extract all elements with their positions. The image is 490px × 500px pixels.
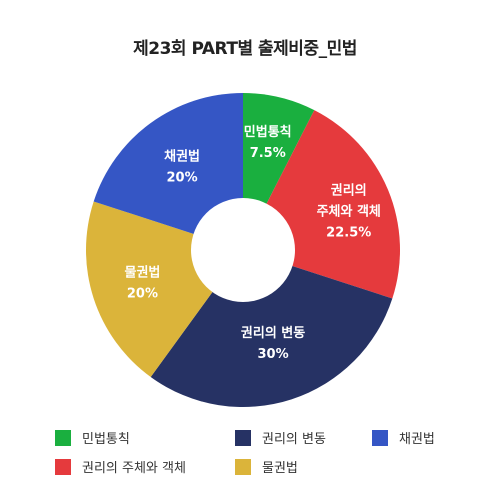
- legend-swatch: [372, 429, 388, 446]
- legend-item-3: 권리의 변동: [235, 428, 326, 447]
- legend-label: 권리의 주체와 객체: [82, 461, 186, 476]
- legend-swatch: [235, 458, 251, 475]
- legend-swatch: [55, 458, 71, 475]
- legend-swatch: [235, 429, 251, 446]
- legend-item-5: 채권법: [372, 428, 435, 447]
- slice-5: [93, 93, 243, 250]
- legend-label: 채권법: [399, 432, 435, 447]
- donut-hole: [191, 198, 295, 302]
- slice-label-1: 민법통칙 7.5%: [244, 124, 292, 161]
- legend-swatch: [55, 429, 71, 446]
- legend-label: 민법통칙: [82, 432, 130, 447]
- legend-item-2: 권리의 주체와 객체: [55, 457, 186, 476]
- slice-3: [150, 250, 393, 407]
- legend-item-1: 민법통칙: [55, 428, 130, 447]
- slice-labels-group: 민법통칙 7.5% 권리의 주체와 객체 22.5% 권리의 변동 30% 물권법 20% 채권법…: [125, 124, 381, 362]
- legend-item-4: 물권법: [235, 457, 298, 476]
- slice-label-2: 권리의 주체와 객체 22.5%: [317, 182, 381, 240]
- chart-title: 제23회 PART별 출제비중_민법: [133, 39, 357, 59]
- slice-label-3: 권리의 변동 30%: [241, 325, 305, 362]
- slice-label-5: 채권법 20%: [164, 149, 200, 186]
- legend-label: 물권법: [262, 461, 298, 476]
- legend-label: 권리의 변동: [262, 432, 326, 447]
- slice-label-4: 물권법 20%: [125, 265, 161, 302]
